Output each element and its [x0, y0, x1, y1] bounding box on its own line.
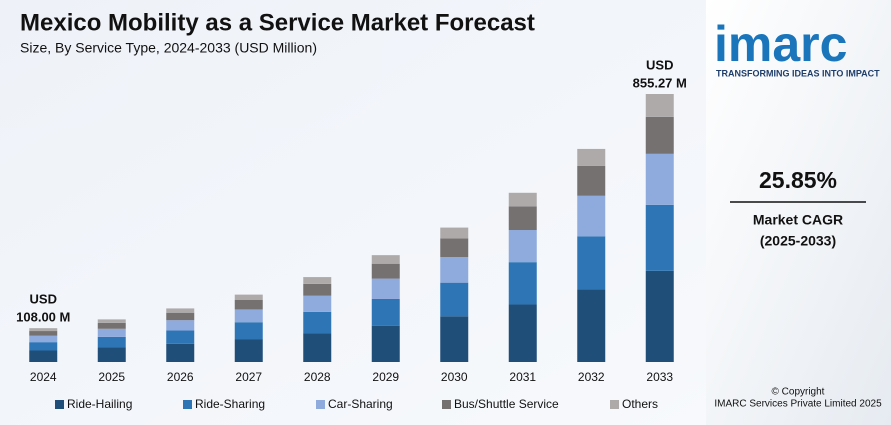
cagr-value: 25.85% [759, 167, 837, 193]
bar-segment [371, 325, 400, 362]
bar-segment [508, 206, 537, 231]
legend-label: Car-Sharing [328, 397, 393, 411]
bar-segment [29, 331, 58, 336]
bar-segment [234, 309, 263, 323]
x-tick-label: 2031 [509, 370, 536, 384]
bar-segment [29, 328, 58, 332]
bar-segment [166, 312, 195, 321]
company: IMARC Services Private Limited 2025 [714, 399, 882, 410]
bar-segment [303, 311, 332, 334]
bar-segment [234, 322, 263, 340]
chart-subtitle: Size, By Service Type, 2024-2033 (USD Mi… [20, 40, 317, 56]
bar-segment [645, 116, 674, 154]
x-tick-label: 2025 [98, 370, 125, 384]
x-tick-label: 2030 [441, 370, 468, 384]
bar-segment [97, 328, 126, 337]
cagr-period: (2025-2033) [760, 233, 836, 249]
bar-segment [303, 295, 332, 312]
x-tick-label: 2027 [235, 370, 262, 384]
bar-segment [166, 330, 195, 344]
sidebar-background [706, 0, 891, 425]
x-tick-label: 2032 [578, 370, 605, 384]
legend-label: Bus/Shuttle Service [454, 397, 559, 411]
legend-label: Others [622, 397, 658, 411]
bar-segment [234, 294, 263, 300]
bar-segment [303, 333, 332, 362]
bar-segment [577, 148, 606, 166]
bar-segment [29, 335, 58, 343]
bar-segment [166, 308, 195, 313]
bar-segment [371, 278, 400, 299]
bar-segment [29, 350, 58, 362]
bar-segment [577, 236, 606, 290]
bar-segment [440, 238, 469, 258]
bar-segment [645, 270, 674, 362]
legend-swatch [442, 400, 451, 409]
legend-swatch [610, 400, 619, 409]
bar-segment [234, 299, 263, 310]
chart-title: Mexico Mobility as a Service Market Fore… [20, 9, 535, 36]
tagline: TRANSFORMING IDEAS INTO IMPACT [716, 68, 880, 78]
bar-segment [303, 283, 332, 296]
total-label: 108.00 M [16, 310, 70, 325]
x-tick-label: 2028 [304, 370, 331, 384]
bar-segment [371, 298, 400, 326]
copyright: © Copyright [772, 387, 825, 398]
bar-segment [371, 263, 400, 279]
bar-segment [440, 282, 469, 317]
bar-segment [508, 262, 537, 305]
bar-segment [440, 257, 469, 283]
bar-segment [166, 343, 195, 362]
bar-segment [97, 336, 126, 348]
x-tick-label: 2033 [646, 370, 673, 384]
legend-label: Ride-Sharing [195, 397, 265, 411]
bar-segment [166, 320, 195, 331]
bar-segment [577, 165, 606, 196]
legend-swatch [316, 400, 325, 409]
total-label: USD [30, 292, 57, 307]
x-tick-label: 2026 [167, 370, 194, 384]
total-label: USD [646, 57, 673, 72]
bar-segment [645, 204, 674, 271]
bar-segment [577, 195, 606, 237]
bar-segment [97, 347, 126, 362]
bar-segment [97, 322, 126, 329]
legend-swatch [183, 400, 192, 409]
x-tick-label: 2024 [30, 370, 57, 384]
bar-segment [440, 227, 469, 239]
legend-label: Ride-Hailing [67, 397, 132, 411]
bar-segment [371, 255, 400, 264]
x-tick-label: 2029 [372, 370, 399, 384]
bar-segment [97, 319, 126, 323]
bar-segment [234, 339, 263, 362]
bar-segment [440, 316, 469, 362]
bar-segment [508, 230, 537, 263]
bar-segment [645, 94, 674, 117]
bar-segment [577, 289, 606, 362]
bar-segment [29, 342, 58, 351]
bar-segment [645, 153, 674, 205]
cagr-label: Market CAGR [753, 212, 843, 228]
legend-swatch [55, 400, 64, 409]
bar-segment [508, 192, 537, 207]
bar-segment [508, 304, 537, 362]
logo: imarc [714, 16, 847, 72]
bar-segment [303, 277, 332, 284]
total-label: 855.27 M [633, 75, 687, 90]
